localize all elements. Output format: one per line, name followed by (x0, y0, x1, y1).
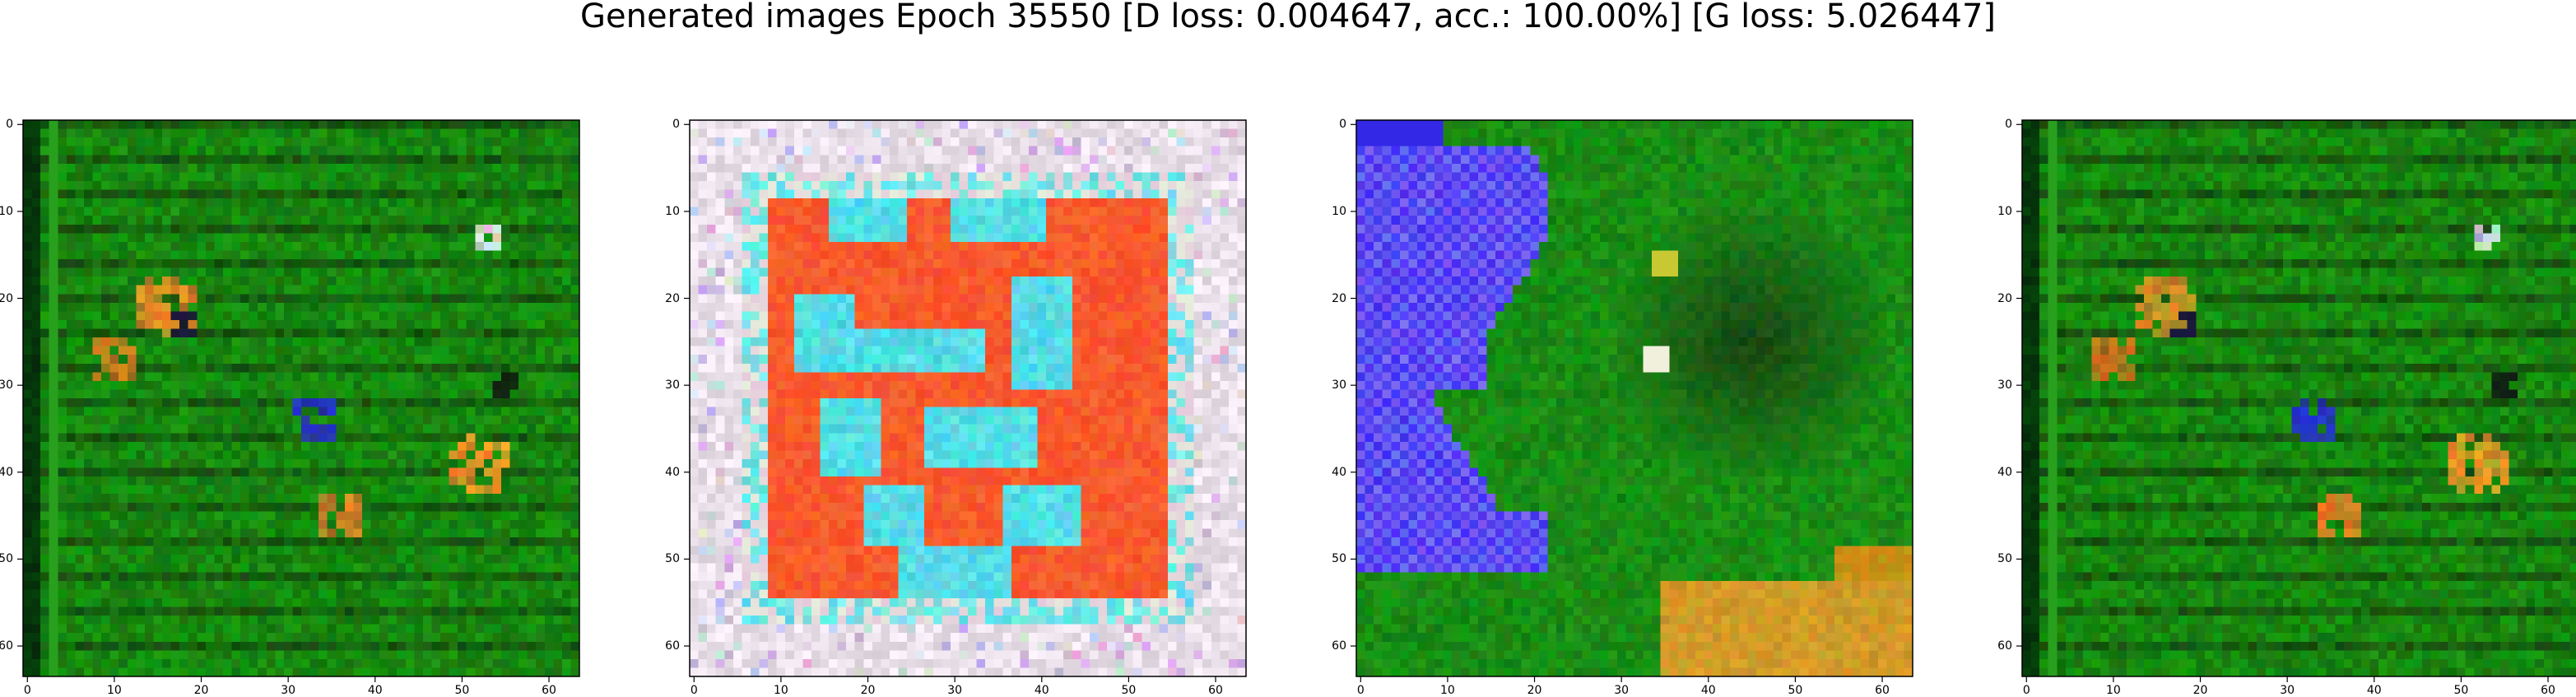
image-pixels (2022, 120, 2576, 676)
y-tick-label: 50 (655, 553, 680, 565)
y-tick-label: 10 (1988, 206, 2012, 217)
x-tick-label: 30 (1609, 685, 1634, 696)
image-pixels (1356, 120, 1913, 676)
y-tick-label: 50 (1988, 553, 2012, 565)
y-tick-label: 20 (1322, 293, 1346, 304)
generated-image-1 (23, 120, 579, 676)
y-tick-label: 50 (0, 553, 13, 565)
y-tick-label: 50 (1322, 553, 1346, 565)
x-tick-label: 10 (769, 685, 793, 696)
y-tick-label: 10 (0, 206, 13, 217)
image-pixels (23, 120, 579, 676)
x-tick-label: 20 (1523, 685, 1547, 696)
generated-image-2 (690, 120, 1246, 676)
y-tick-label: 0 (0, 118, 13, 130)
x-tick-label: 0 (681, 685, 706, 696)
x-tick-label: 50 (449, 685, 474, 696)
y-tick-label: 20 (1988, 293, 2012, 304)
y-tick-label: 40 (655, 467, 680, 478)
y-tick-label: 0 (655, 118, 680, 130)
x-tick-label: 60 (1203, 685, 1228, 696)
x-tick-label: 60 (537, 685, 561, 696)
y-tick-label: 20 (0, 293, 13, 304)
y-tick-label: 60 (1322, 640, 1346, 652)
y-tick-label: 10 (655, 206, 680, 217)
y-tick-label: 40 (1322, 467, 1346, 478)
x-tick-label: 60 (1870, 685, 1895, 696)
y-tick-label: 30 (1988, 379, 2012, 391)
generated-image-3 (1356, 120, 1913, 676)
y-tick-label: 60 (0, 640, 13, 652)
x-tick-label: 30 (942, 685, 967, 696)
y-tick-label: 30 (655, 379, 680, 391)
figure-title: Generated images Epoch 35550 [D loss: 0.… (0, 0, 2576, 49)
y-tick-label: 60 (1988, 640, 2012, 652)
generated-image-4 (2022, 120, 2576, 676)
x-tick-label: 10 (1435, 685, 1460, 696)
x-tick-label: 20 (189, 685, 214, 696)
image-pixels (690, 120, 1246, 676)
y-tick-label: 0 (1322, 118, 1346, 130)
x-tick-label: 50 (1783, 685, 1807, 696)
x-tick-label: 10 (2101, 685, 2126, 696)
y-tick-label: 30 (1322, 379, 1346, 391)
x-tick-label: 40 (2362, 685, 2387, 696)
x-tick-label: 30 (2275, 685, 2299, 696)
y-tick-label: 40 (0, 467, 13, 478)
x-tick-label: 40 (1030, 685, 1054, 696)
x-tick-label: 50 (1116, 685, 1141, 696)
x-tick-label: 10 (102, 685, 127, 696)
x-tick-label: 20 (2188, 685, 2213, 696)
x-tick-label: 30 (276, 685, 300, 696)
y-tick-label: 10 (1322, 206, 1346, 217)
x-tick-label: 0 (15, 685, 40, 696)
x-tick-label: 50 (2448, 685, 2473, 696)
x-tick-label: 60 (2536, 685, 2560, 696)
y-tick-label: 60 (655, 640, 680, 652)
x-tick-label: 0 (2014, 685, 2039, 696)
y-tick-label: 30 (0, 379, 13, 391)
x-tick-label: 40 (363, 685, 388, 696)
x-tick-label: 0 (1348, 685, 1373, 696)
y-tick-label: 20 (655, 293, 680, 304)
x-tick-label: 20 (856, 685, 881, 696)
y-tick-label: 0 (1988, 118, 2012, 130)
x-tick-label: 40 (1696, 685, 1721, 696)
y-tick-label: 40 (1988, 467, 2012, 478)
